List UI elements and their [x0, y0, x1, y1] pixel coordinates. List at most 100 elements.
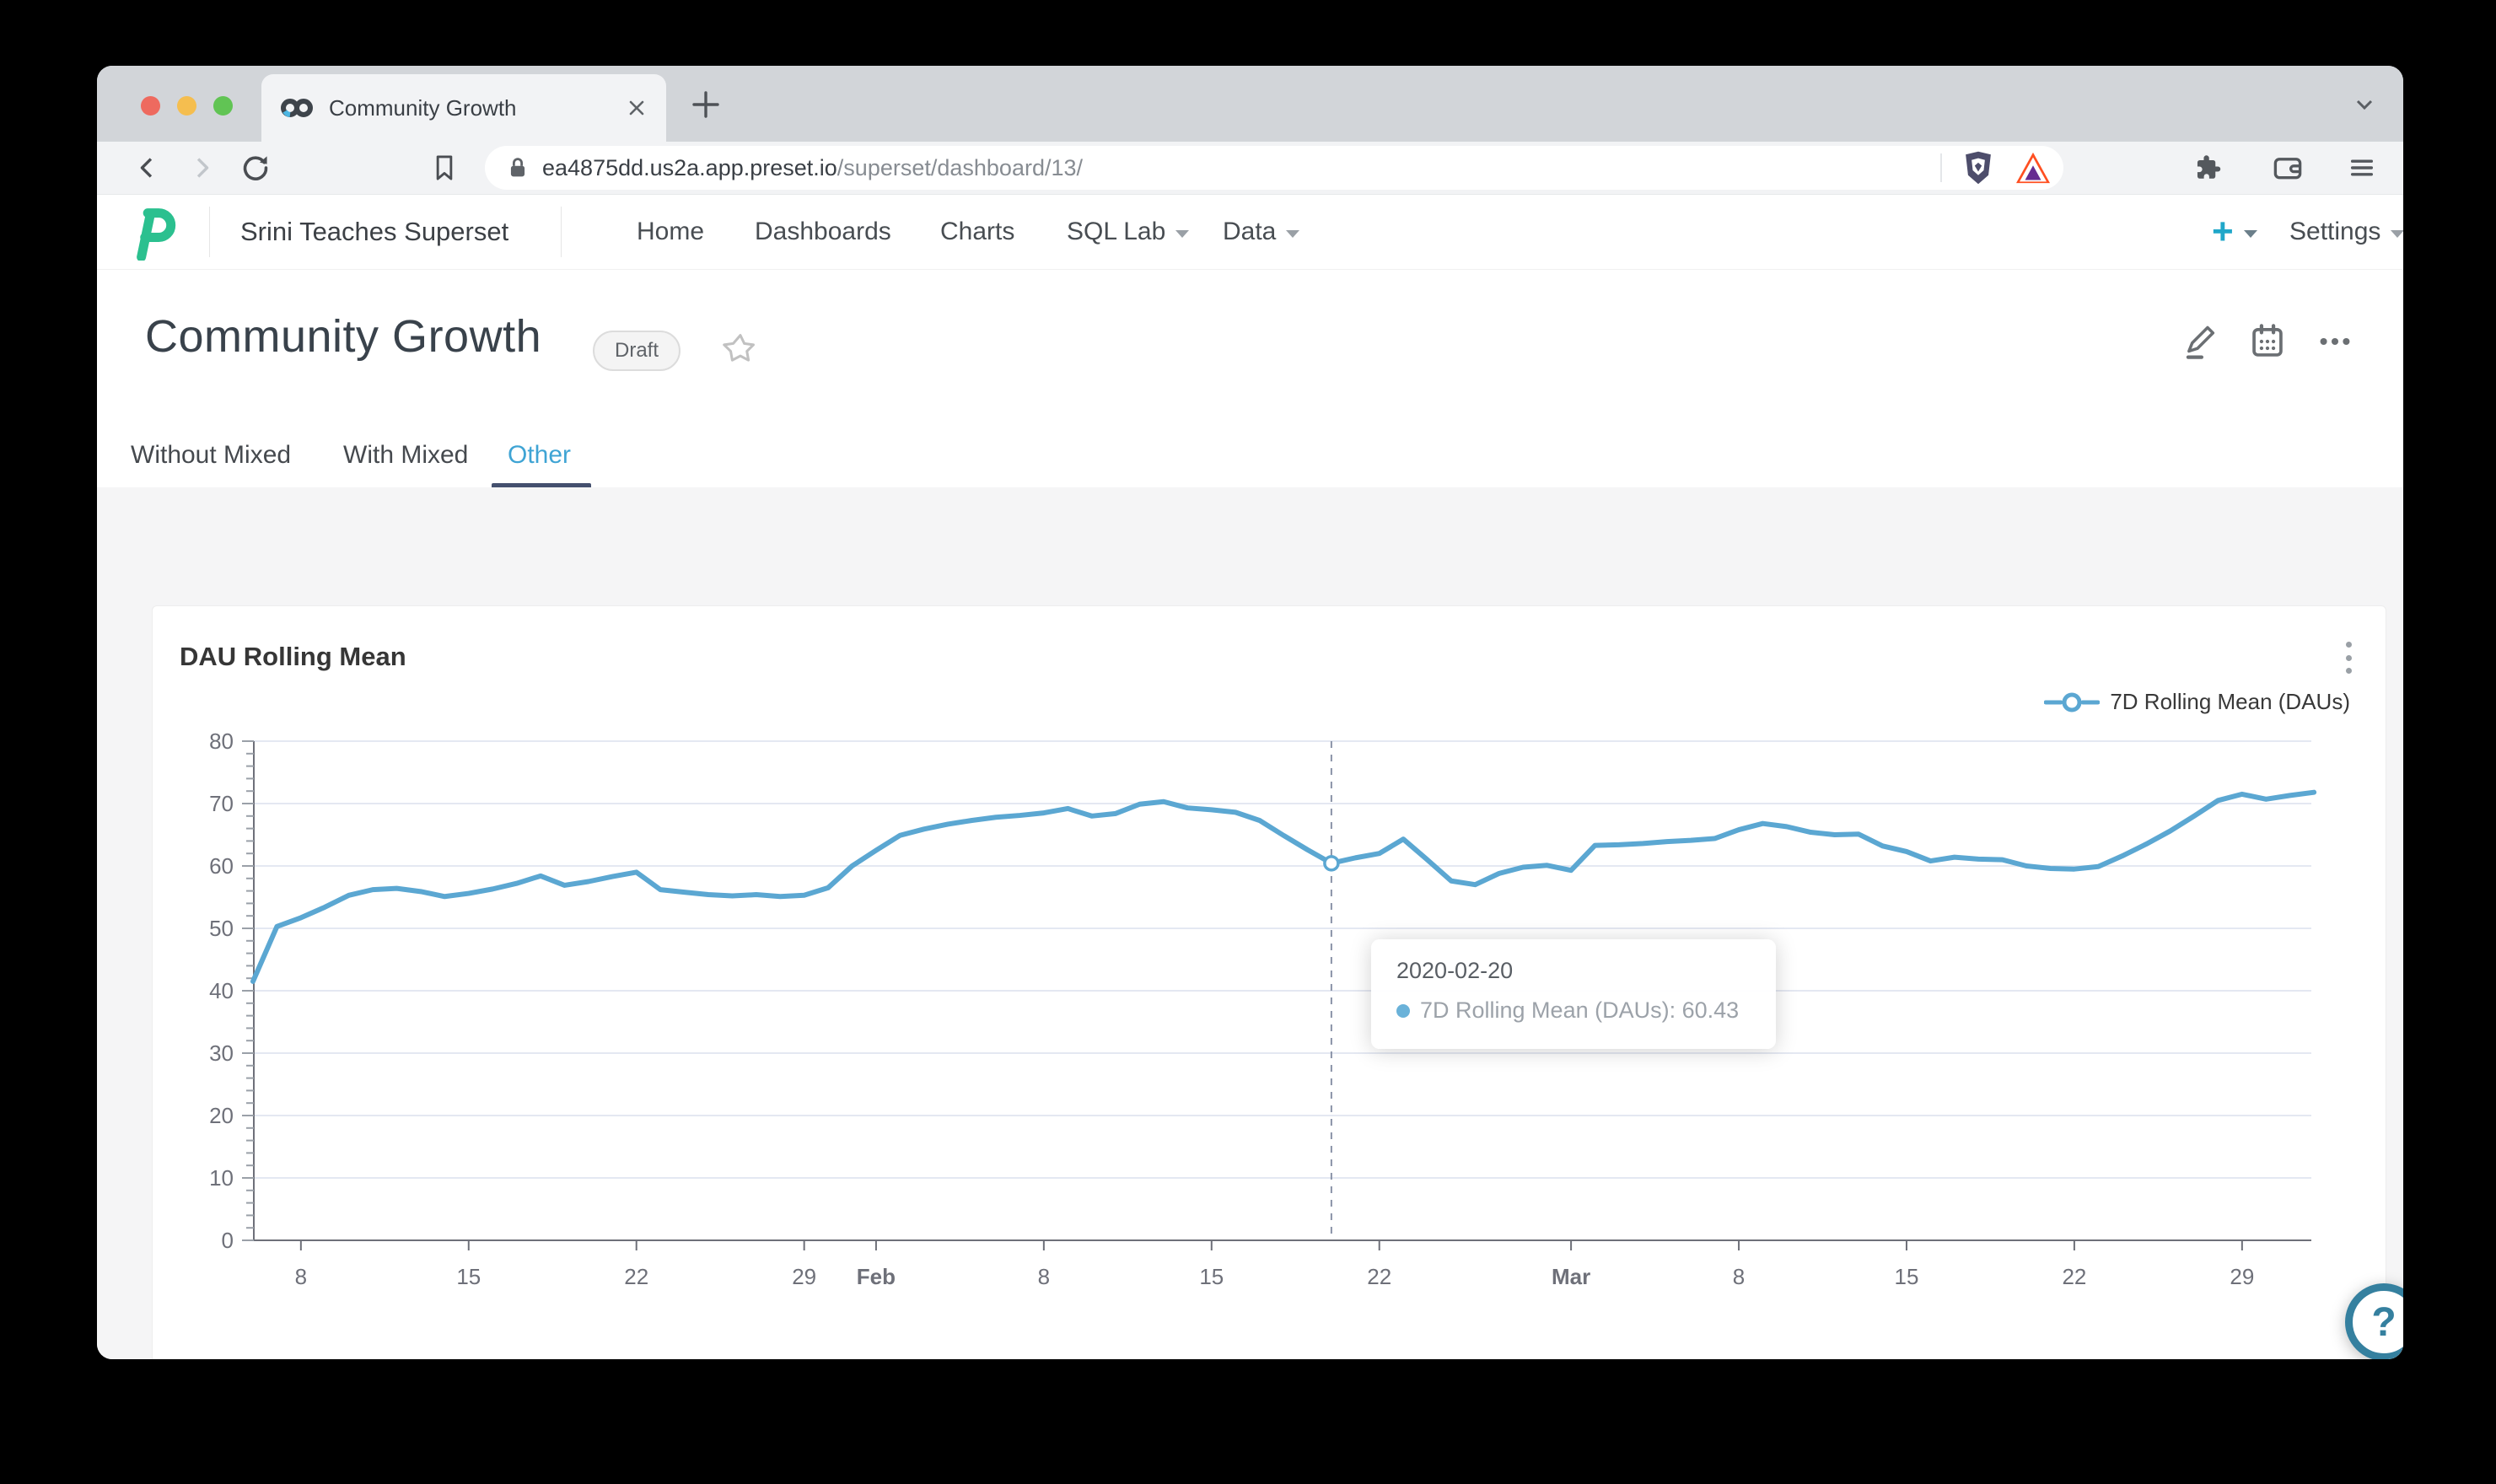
window-close-button[interactable] — [141, 96, 160, 116]
legend-marker-icon — [2044, 692, 2101, 712]
y-axis-label: 60 — [209, 853, 234, 879]
tooltip-date: 2020-02-20 — [1396, 958, 1514, 983]
url-path: /superset/dashboard/13/ — [836, 154, 1083, 180]
y-axis-label: 70 — [209, 791, 234, 816]
brave-shield-icon[interactable] — [1961, 148, 1996, 187]
new-item-button[interactable]: + — [2212, 195, 2257, 269]
chart-options-icon[interactable] — [2337, 638, 2360, 677]
header-actions — [2182, 322, 2403, 361]
browser-tab[interactable]: Community Growth — [261, 74, 666, 142]
chart-legend[interactable]: 7D Rolling Mean (DAUs) — [2044, 689, 2350, 715]
window-controls — [141, 96, 233, 116]
window-minimize-button[interactable] — [177, 96, 196, 116]
series-line — [250, 789, 2317, 984]
nav-item-charts[interactable]: Charts — [940, 195, 1014, 269]
x-axis-label: 15 — [1199, 1264, 1224, 1289]
tooltip-value: 7D Rolling Mean (DAUs): 60.43 — [1420, 997, 1740, 1023]
browser-toolbar: ea4875dd.us2a.app.preset.io/superset/das… — [97, 142, 2403, 195]
y-axis-label: 80 — [209, 729, 234, 754]
nav-divider — [209, 207, 210, 257]
plus-icon: + — [2212, 211, 2234, 252]
superset-navbar: Srini Teaches Superset Home Dashboards C… — [97, 195, 2403, 270]
back-button[interactable] — [127, 148, 168, 188]
nav-item-label: SQL Lab — [1067, 218, 1166, 245]
edit-pencil-icon[interactable] — [2182, 322, 2219, 361]
chevron-down-icon — [1175, 229, 1190, 238]
chevron-down-icon — [2243, 229, 2257, 238]
settings-label: Settings — [2289, 218, 2381, 245]
y-axis-label: 40 — [209, 978, 234, 1003]
workspace-name[interactable]: Srini Teaches Superset — [240, 217, 509, 246]
y-axis-label: 10 — [209, 1165, 234, 1191]
x-axis-label: 8 — [1038, 1264, 1050, 1289]
x-axis-label: 15 — [456, 1264, 481, 1289]
tab-title: Community Growth — [329, 94, 517, 121]
y-axis-label: 50 — [209, 916, 234, 941]
status-badge: Draft — [593, 331, 681, 371]
url-text: ea4875dd.us2a.app.preset.io/superset/das… — [542, 155, 1083, 181]
dashboard-header: Community Growth Draft — [97, 270, 2403, 423]
window-zoom-button[interactable] — [213, 96, 233, 116]
nav-item-label: Home — [637, 218, 705, 245]
tab-label: With Mixed — [343, 441, 469, 469]
nav-divider — [561, 207, 562, 257]
wallet-icon[interactable] — [2267, 148, 2308, 188]
tab-without-mixed[interactable]: Without Mixed — [131, 423, 291, 487]
x-axis-label: Feb — [857, 1264, 896, 1289]
nav-item-data[interactable]: Data — [1223, 195, 1300, 269]
x-axis-label: 8 — [295, 1264, 307, 1289]
address-bar[interactable]: ea4875dd.us2a.app.preset.io/superset/das… — [485, 146, 2063, 190]
favorite-star-icon[interactable] — [721, 331, 758, 368]
superset-favicon — [281, 99, 313, 117]
calendar-icon[interactable] — [2248, 322, 2287, 361]
lock-icon — [510, 158, 525, 177]
nav-item-label: Data — [1223, 218, 1277, 245]
question-mark-icon: ? — [2371, 1299, 2396, 1345]
forward-button[interactable] — [181, 148, 222, 188]
browser-menu-icon[interactable] — [2342, 148, 2382, 188]
active-tab-indicator — [492, 483, 591, 489]
bookmark-icon[interactable] — [424, 148, 465, 188]
pill-separator — [1940, 153, 1942, 182]
tab-close-icon[interactable] — [626, 97, 648, 119]
nav-item-dashboards[interactable]: Dashboards — [755, 195, 891, 269]
x-axis-label: 22 — [624, 1264, 648, 1289]
tooltip-series-dot — [1396, 1003, 1410, 1018]
x-axis-label: 22 — [1367, 1264, 1391, 1289]
page-title: Community Growth — [145, 311, 542, 362]
help-button[interactable]: ? — [2345, 1283, 2403, 1359]
chart-card: DAU Rolling Mean 7D Rolling Mean (DAUs) … — [152, 605, 2386, 1359]
x-axis-label: Mar — [1552, 1264, 1590, 1289]
y-axis-label: 0 — [222, 1228, 234, 1253]
x-axis-label: 15 — [1895, 1264, 1919, 1289]
settings-menu[interactable]: Settings — [2289, 195, 2403, 269]
reload-button[interactable] — [235, 148, 276, 188]
tab-label: Without Mixed — [131, 441, 292, 469]
nav-item-sql-lab[interactable]: SQL Lab — [1067, 195, 1190, 269]
chevron-down-icon — [1286, 229, 1300, 238]
bat-rewards-icon[interactable] — [2015, 151, 2052, 185]
brave-badges — [1940, 146, 2052, 190]
dau-line-chart: 0 10 20 30 40 50 60 70 80 8 15 22 29 Feb 8 15 22 Mar 8 15 22… — [209, 729, 2317, 1289]
legend-label: 7D Rolling Mean (DAUs) — [2110, 689, 2350, 714]
chart-title: DAU Rolling Mean — [180, 642, 406, 671]
extensions-puzzle-icon[interactable] — [2188, 148, 2229, 188]
more-actions-icon[interactable] — [2316, 322, 2354, 361]
nav-item-label: Charts — [940, 218, 1015, 245]
x-axis-label: 22 — [2062, 1264, 2086, 1289]
x-axis-label: 29 — [2230, 1264, 2254, 1289]
chart-tooltip: 2020-02-20 7D Rolling Mean (DAUs): 60.43 — [1371, 939, 1776, 1049]
nav-item-home[interactable]: Home — [637, 195, 704, 269]
y-axis-label: 20 — [209, 1103, 234, 1128]
nav-item-label: Dashboards — [755, 218, 891, 245]
tab-other[interactable]: Other — [508, 423, 571, 487]
preset-logo[interactable] — [126, 205, 178, 261]
tab-search-chevron-icon[interactable] — [2349, 91, 2380, 116]
url-host: ea4875dd.us2a.app.preset.io — [542, 154, 837, 180]
browser-tab-strip: Community Growth — [97, 66, 2403, 142]
y-axis-label: 30 — [209, 1040, 234, 1066]
x-axis-label: 29 — [792, 1264, 816, 1289]
new-tab-button[interactable] — [687, 86, 724, 123]
tab-with-mixed[interactable]: With Mixed — [343, 423, 468, 487]
